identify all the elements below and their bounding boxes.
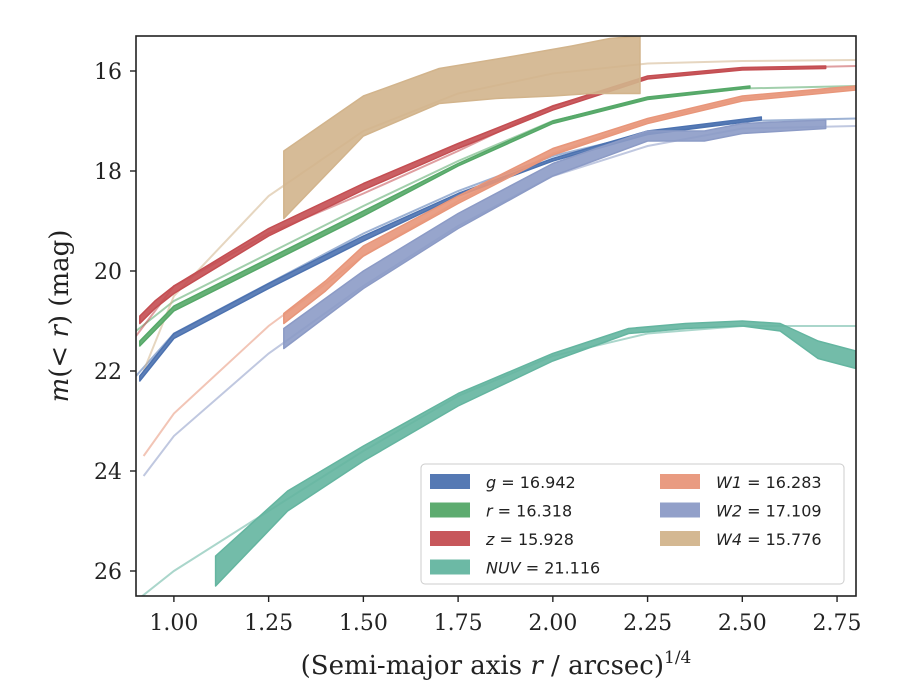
data-band-nuv [214,320,856,587]
x-tick-label: 2.25 [623,611,672,636]
x-tick-label: 1.25 [244,611,293,636]
legend-item-w4: W4 = 15.776 [660,530,822,549]
data-band-r [139,85,751,347]
y-axis: 16 18 20 22 24 26 [94,60,136,585]
data-band-w1 [283,85,856,325]
data-band-g [139,116,763,382]
data-band-w2 [283,119,827,350]
y-tick-label: 24 [94,460,122,485]
legend: g = 16.942 r = 16.318 z = 15.928 NUV = 21.1… [420,463,845,585]
x-tick-label: 1.50 [339,611,388,636]
legend-frame [420,463,845,585]
y-tick-label: 18 [94,160,122,185]
legend-label: NUV = 21.116 [486,559,600,578]
legend-label: W2 = 17.109 [716,502,822,521]
plot-area [136,36,856,596]
x-tick-label: 1.00 [149,611,198,636]
legend-item-nuv: NUV = 21.116 [430,559,600,578]
y-tick-label: 22 [94,360,122,385]
data-band-z [139,65,827,325]
y-tick-label: 26 [94,560,122,585]
x-tick-label: 1.75 [434,611,483,636]
y-tick-label: 16 [94,60,122,85]
x-axis-title: (Semi-major axis r / arcsec)1/4 [301,648,692,681]
x-tick-label: 2.50 [718,611,767,636]
legend-swatch [660,474,700,489]
legend-label: W1 = 16.283 [716,473,822,492]
legend-label: g = 16.942 [486,473,576,492]
x-tick-label: 2.00 [528,611,577,636]
data-band-w4 [283,36,641,220]
legend-swatch [660,502,700,518]
plot-frame [135,35,857,597]
legend-label: W4 = 15.776 [716,530,822,549]
data-bands [139,36,856,587]
y-tick-label: 20 [94,260,122,285]
legend-label: z = 15.928 [485,530,574,549]
legend-item-w1: W1 = 16.283 [660,473,822,492]
legend-item-g: g = 16.942 [430,473,576,492]
legend-item-w2: W2 = 17.109 [660,502,822,521]
legend-label: r = 16.318 [486,502,572,521]
y-axis-title: m(< r) (mag) [45,230,75,403]
legend-swatch [430,531,470,546]
legend-swatch [430,474,470,489]
legend-item-r: r = 16.318 [430,502,572,521]
legend-swatch [660,531,700,546]
legend-swatch [430,559,470,575]
x-axis: 1.00 1.25 1.50 1.75 2.00 2.25 2.50 2.75 [149,596,862,636]
legend-item-z: z = 15.928 [430,530,574,549]
legend-swatch [430,502,470,518]
x-tick-label: 2.75 [813,611,862,636]
